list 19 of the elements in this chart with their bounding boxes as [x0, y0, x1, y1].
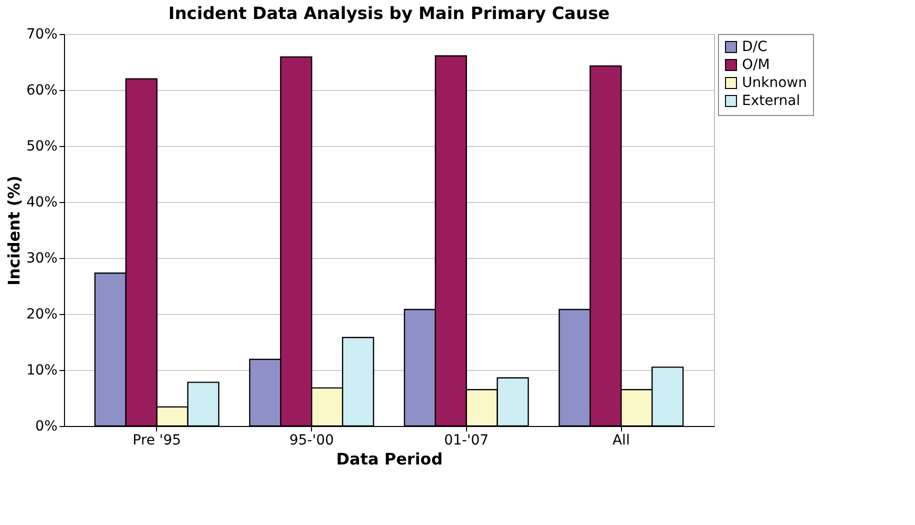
y-tick-label: 40% [26, 194, 58, 210]
legend-label: O/M [742, 57, 770, 73]
chart-title: Incident Data Analysis by Main Primary Cause [168, 4, 610, 24]
x-tick-label: 95-'00 [289, 432, 334, 448]
x-tick-label: All [612, 432, 630, 448]
y-tick-label: 70% [26, 26, 58, 42]
y-tick-label: 60% [26, 82, 58, 98]
y-tick-label: 50% [26, 138, 58, 154]
legend-label: External [742, 93, 800, 109]
y-axis-title: Incident (%) [4, 176, 24, 286]
y-tick-label: 20% [26, 306, 58, 322]
legend-label: Unknown [742, 75, 807, 91]
x-tick-label: Pre '95 [132, 432, 182, 448]
y-tick-label: 30% [26, 250, 58, 266]
x-axis-title: Data Period [336, 450, 443, 468]
legend-label: D/C [742, 39, 768, 55]
y-tick-label: 0% [35, 418, 58, 434]
x-tick-label: 01-'07 [444, 432, 489, 448]
y-tick-label: 10% [26, 362, 58, 378]
